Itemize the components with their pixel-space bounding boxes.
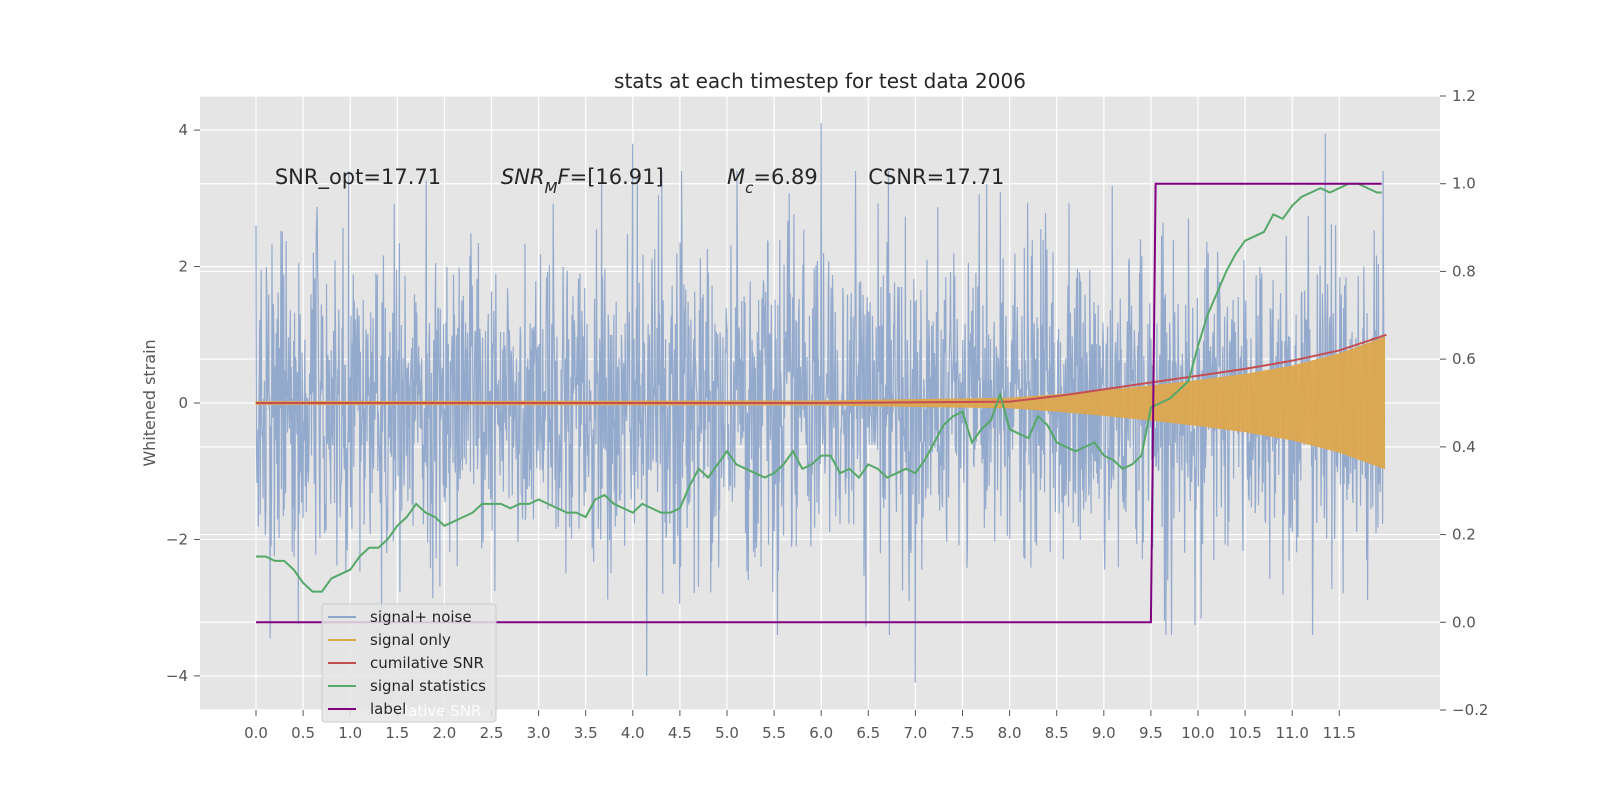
y2-tick-label: 1.0	[1452, 175, 1476, 193]
x-tick-label: 1.5	[385, 724, 409, 742]
y2-tick-label: 0.6	[1452, 350, 1476, 368]
x-tick-label: 7.0	[903, 724, 927, 742]
label-line	[256, 182, 1382, 624]
ticks: 0.0 0.5 1.0 1.5 2.0 2.5 3.0 3.5 4.0 4.5 5.0 5.5 6.0 6…	[166, 87, 1489, 742]
x-tick-label: 4.0	[621, 724, 645, 742]
x-tick-label: 9.0	[1092, 724, 1116, 742]
y2-tick-label: 0.8	[1452, 262, 1476, 280]
x-tick-label: 8.5	[1045, 724, 1069, 742]
x-tick-label: 3.0	[527, 724, 551, 742]
legend-overlapped-text: lative SNR	[404, 702, 481, 720]
legend-label: signal+ noise	[370, 608, 472, 626]
y-tick-label: 4	[178, 121, 188, 139]
signal-statistics-line	[256, 182, 1382, 593]
x-tick-label: 4.5	[668, 724, 692, 742]
legend-label: signal statistics	[370, 677, 486, 695]
x-tick-label: 9.5	[1139, 724, 1163, 742]
y2-tick-label: 0.0	[1452, 613, 1476, 631]
x-tick-label: 2.5	[480, 724, 504, 742]
x-tick-label: 8.0	[998, 724, 1022, 742]
x-tick-label: 3.5	[574, 724, 598, 742]
legend-box	[321, 603, 497, 723]
x-tick-label: 10.5	[1228, 724, 1261, 742]
snr-mf-annotation: SNRMF=[16.91]	[501, 165, 664, 197]
x-tick-label: 1.0	[338, 724, 362, 742]
csnr-annotation: CSNR=17.71	[868, 165, 1004, 189]
y-tick-label: 2	[178, 258, 188, 276]
x-tick-label: 0.0	[244, 724, 268, 742]
y-tick-label: −2	[166, 530, 188, 548]
y2-tick-label: −0.2	[1452, 701, 1488, 719]
series-layer	[255, 123, 1387, 683]
y-tick-label: 0	[178, 394, 188, 412]
x-tick-label: 7.5	[951, 724, 975, 742]
y-tick-label: −4	[166, 667, 188, 685]
x-tick-label: 5.0	[715, 724, 739, 742]
x-tick-label: 6.0	[809, 724, 833, 742]
chart-title: stats at each timestep for test data 200…	[614, 69, 1026, 93]
y2-tick-label: 0.2	[1452, 526, 1476, 544]
legend-label: label	[370, 700, 406, 718]
x-tick-label: 5.5	[762, 724, 786, 742]
y-axis-label: Whitened strain	[140, 339, 159, 466]
x-tick-label: 11.5	[1323, 724, 1356, 742]
legend-label: signal only	[370, 631, 451, 649]
x-tick-label: 2.0	[432, 724, 456, 742]
x-tick-label: 6.5	[856, 724, 880, 742]
x-tick-label: 10.0	[1181, 724, 1214, 742]
snr-opt-annotation: SNR_opt=17.71	[275, 165, 441, 190]
x-tick-label: 11.0	[1275, 724, 1308, 742]
y2-tick-label: 1.2	[1452, 87, 1476, 105]
legend: lative SNR signal+ noise signal only cumila…	[321, 603, 497, 723]
x-tick-label: 0.5	[291, 724, 315, 742]
cumulative-snr-line	[256, 333, 1387, 404]
y2-tick-label: 0.4	[1452, 438, 1476, 456]
legend-label: cumilative SNR	[370, 654, 484, 672]
mc-annotation: Mc=6.89	[727, 165, 818, 197]
annotations: SNR_opt=17.71 SNRMF=[16.91] Mc=6.89 CSNR=17…	[275, 165, 1004, 197]
signal-noise-line	[255, 123, 1386, 683]
